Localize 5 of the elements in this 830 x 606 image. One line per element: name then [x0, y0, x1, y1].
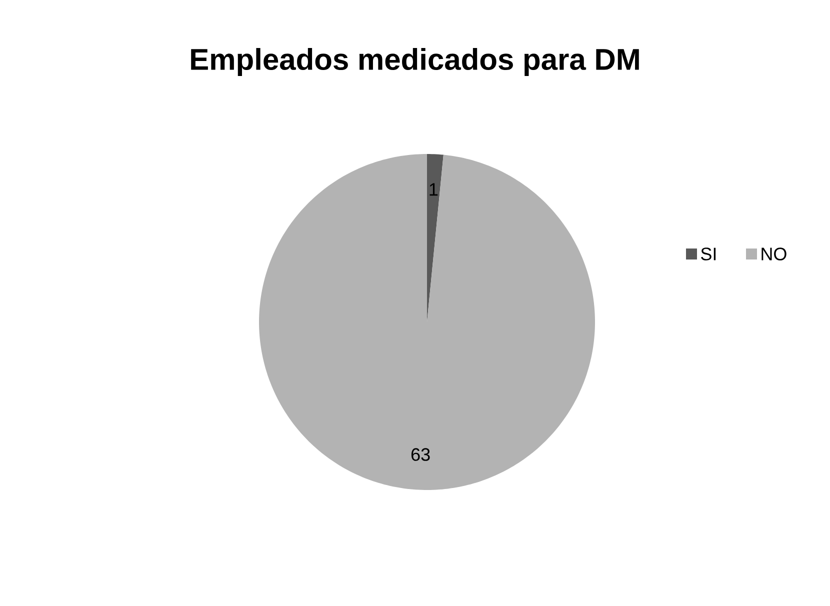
chart-title: Empleados medicados para DM — [191, 48, 639, 76]
data-label: 1 — [430, 183, 438, 196]
data-label: 63 — [411, 448, 430, 461]
legend-label: SI — [701, 248, 716, 260]
legend-label: NO — [762, 248, 786, 260]
